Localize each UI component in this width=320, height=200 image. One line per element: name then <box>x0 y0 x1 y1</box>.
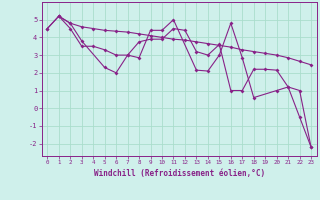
X-axis label: Windchill (Refroidissement éolien,°C): Windchill (Refroidissement éolien,°C) <box>94 169 265 178</box>
